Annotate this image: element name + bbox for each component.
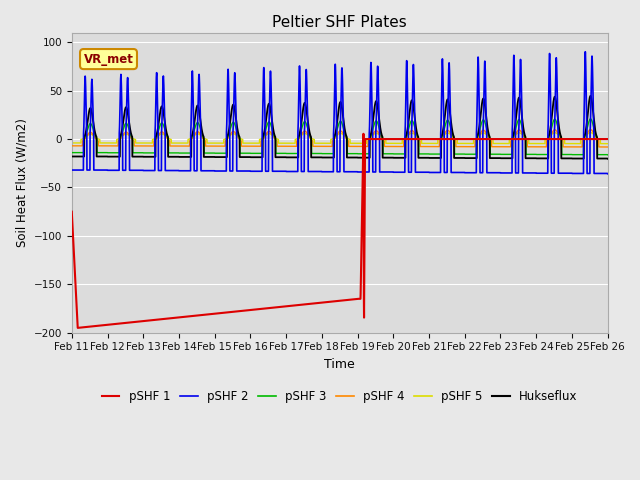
Text: VR_met: VR_met (84, 53, 134, 66)
X-axis label: Time: Time (324, 358, 355, 371)
Y-axis label: Soil Heat Flux (W/m2): Soil Heat Flux (W/m2) (15, 118, 28, 247)
Legend: pSHF 1, pSHF 2, pSHF 3, pSHF 4, pSHF 5, Hukseflux: pSHF 1, pSHF 2, pSHF 3, pSHF 4, pSHF 5, … (97, 385, 582, 408)
Title: Peltier SHF Plates: Peltier SHF Plates (273, 15, 407, 30)
